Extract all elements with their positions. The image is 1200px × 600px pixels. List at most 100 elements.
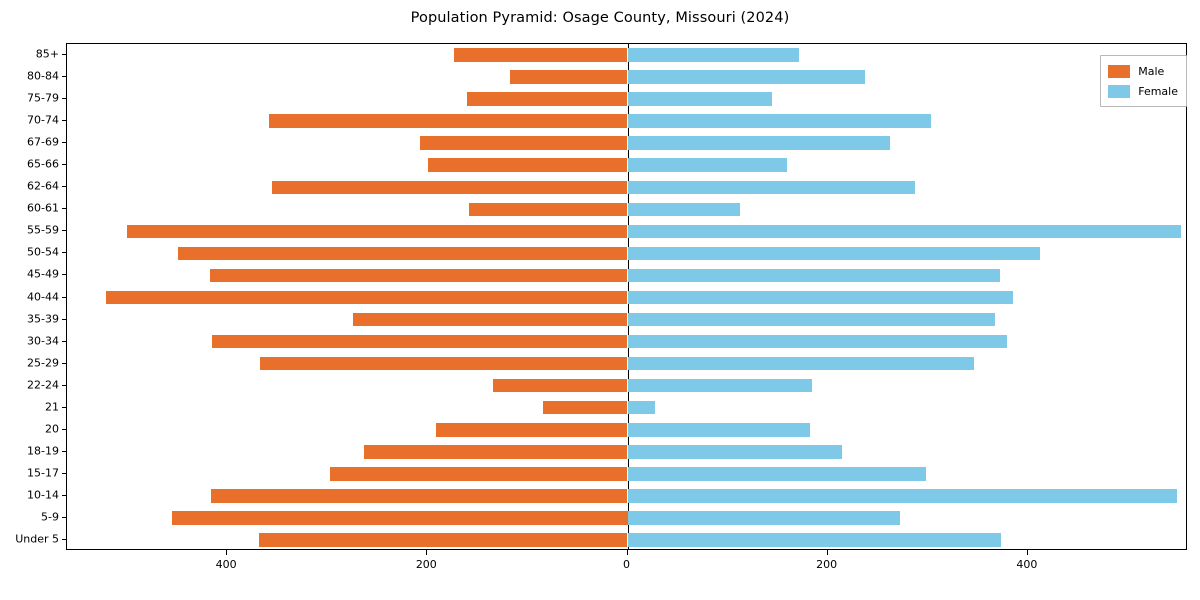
bar-female-50-54 (627, 246, 1040, 261)
y-axis-tick (61, 318, 66, 320)
y-axis-tick (61, 494, 66, 496)
bar-female-55-59 (627, 224, 1181, 239)
x-axis-label: 400 (1016, 558, 1038, 571)
y-axis-tick (61, 230, 66, 232)
y-axis-tick (61, 516, 66, 518)
y-axis-label-55-59: 55-59 (27, 223, 59, 237)
bar-female-80-84 (627, 70, 865, 84)
bar-female-65-66 (627, 158, 787, 172)
y-axis-tick (61, 98, 66, 100)
chart-title: Population Pyramid: Osage County, Missou… (410, 10, 790, 26)
bar-male-50-54 (178, 246, 628, 261)
y-axis-tick (61, 186, 66, 188)
y-axis-label-45-49: 45-49 (27, 267, 59, 281)
y-axis-label-67-69: 67-69 (27, 135, 59, 149)
bar-female-40-44 (627, 290, 1013, 305)
legend-swatch-female (1108, 84, 1131, 98)
bar-male-15-17 (330, 467, 628, 481)
bar-female-70-74 (627, 114, 931, 128)
plot-area (66, 43, 1187, 550)
bar-male-10-14 (211, 489, 628, 503)
y-axis-tick (61, 142, 66, 144)
y-axis-tick (61, 428, 66, 430)
x-axis-tick (226, 550, 228, 555)
x-axis-label: 0 (623, 558, 630, 571)
bar-female-25-29 (627, 356, 974, 371)
bar-female-60-61 (627, 202, 740, 217)
bar-male-55-59 (127, 224, 628, 239)
bar-female-10-14 (627, 489, 1177, 503)
bar-female-5-9 (627, 511, 900, 525)
y-axis-label-35-39: 35-39 (27, 312, 59, 326)
bar-female-30-34 (627, 334, 1007, 349)
y-axis-tick (61, 120, 66, 122)
legend-item-female[interactable]: Female (1108, 81, 1178, 101)
y-axis-label-85+: 85+ (35, 47, 59, 61)
bar-male-5-9 (172, 511, 628, 525)
bar-male-20 (436, 423, 628, 437)
bar-male-67-69 (420, 136, 628, 150)
bar-male-85+ (454, 48, 628, 62)
bar-male-25-29 (260, 356, 628, 371)
bar-male-62-64 (272, 180, 628, 195)
y-axis-tick (61, 406, 66, 408)
y-axis-tick (61, 76, 66, 78)
bar-female-67-69 (627, 136, 890, 150)
bar-female-45-49 (627, 268, 1000, 283)
bar-male-70-74 (269, 114, 628, 128)
bar-male-65-66 (428, 158, 628, 172)
y-axis-label-18-19: 18-19 (27, 444, 59, 458)
y-axis-tick (61, 362, 66, 364)
y-axis-label-30-34: 30-34 (27, 334, 59, 348)
bar-female-20 (627, 423, 810, 437)
x-axis-tick (826, 550, 828, 555)
y-axis-label-75-79: 75-79 (27, 91, 59, 105)
x-axis-label: 200 (816, 558, 838, 571)
y-axis-label-80-84: 80-84 (27, 69, 59, 83)
y-axis-label-5-9: 5-9 (41, 510, 59, 524)
y-axis-tick (61, 296, 66, 298)
y-axis-tick (61, 384, 66, 386)
y-axis-tick (61, 538, 66, 540)
y-axis-label-15-17: 15-17 (27, 466, 59, 480)
y-axis-label-25-29: 25-29 (27, 356, 59, 370)
y-axis-tick (61, 274, 66, 276)
bar-male-22-24 (493, 378, 628, 393)
bar-female-85+ (627, 48, 799, 62)
y-axis-label-Under 5: Under 5 (15, 532, 59, 546)
bar-female-Under 5 (627, 533, 1001, 547)
bar-male-35-39 (353, 312, 628, 327)
y-axis-tick (61, 340, 66, 342)
x-axis-label: 200 (415, 558, 437, 571)
bar-female-35-39 (627, 312, 995, 327)
y-axis-label-22-24: 22-24 (27, 378, 59, 392)
legend: Male Female (1100, 55, 1187, 107)
y-axis-label-40-44: 40-44 (27, 290, 59, 303)
y-axis-label-70-74: 70-74 (27, 113, 59, 127)
bar-male-Under 5 (259, 533, 628, 547)
bar-female-21 (627, 400, 655, 415)
bar-male-21 (543, 400, 628, 415)
y-axis-label-62-64: 62-64 (27, 179, 59, 193)
legend-item-male[interactable]: Male (1108, 61, 1178, 81)
bar-female-75-79 (627, 92, 772, 106)
bar-female-62-64 (627, 180, 915, 195)
bar-female-18-19 (627, 445, 842, 459)
y-axis-label-50-54: 50-54 (27, 245, 59, 259)
y-axis-tick (61, 54, 66, 56)
y-axis-label-21: 21 (45, 400, 59, 414)
bar-male-80-84 (510, 70, 628, 84)
y-axis-label-60-61: 60-61 (27, 201, 59, 215)
legend-swatch-male (1108, 64, 1131, 78)
x-axis-label: 400 (215, 558, 237, 571)
y-axis-tick (61, 450, 66, 452)
legend-label: Female (1138, 84, 1178, 98)
bar-male-60-61 (469, 202, 628, 217)
y-axis-tick (61, 472, 66, 474)
bar-male-18-19 (364, 445, 628, 459)
bar-male-40-44 (106, 290, 628, 305)
bar-male-45-49 (210, 268, 628, 283)
x-axis-tick (426, 550, 428, 555)
bar-male-30-34 (212, 334, 628, 349)
